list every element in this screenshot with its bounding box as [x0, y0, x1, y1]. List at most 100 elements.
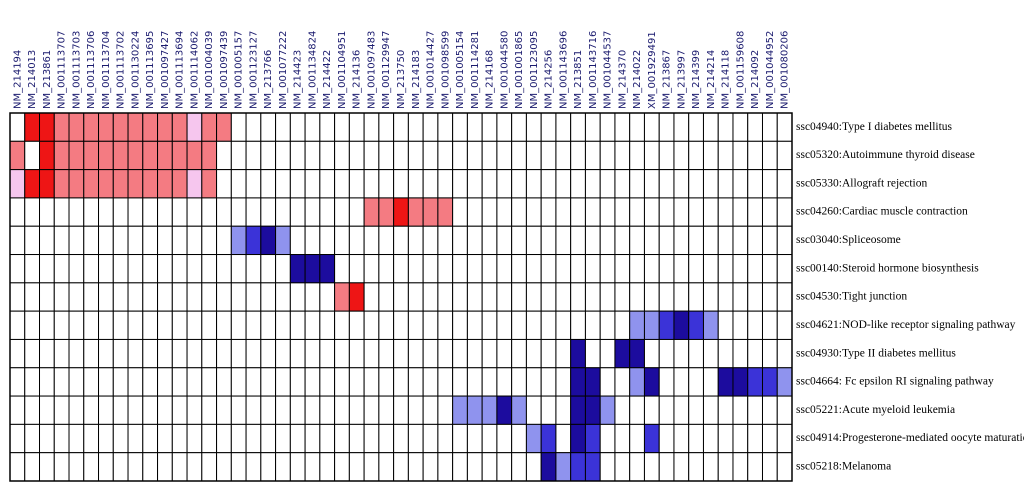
heatmap-cell [112, 338, 129, 369]
heatmap-cell [39, 225, 55, 256]
heatmap-cell [304, 140, 321, 171]
column-label: NM_001134824 [307, 31, 318, 109]
heatmap-cell [540, 452, 557, 482]
heatmap-cell [98, 367, 114, 397]
heatmap-cell [555, 395, 572, 425]
heatmap-cell [98, 338, 114, 369]
heatmap-cell [747, 112, 763, 142]
heatmap-cell [643, 197, 660, 227]
heatmap-cell [216, 282, 232, 312]
heatmap-cell [761, 338, 778, 369]
heatmap-cell [717, 169, 734, 199]
heatmap-cell [289, 282, 306, 312]
heatmap-cell [68, 310, 85, 340]
heatmap-cell [24, 197, 41, 227]
column-label: NM_214183 [411, 50, 422, 109]
heatmap-cell [112, 225, 129, 256]
heatmap-cell [422, 282, 439, 312]
heatmap-cell [437, 112, 454, 142]
heatmap-cell [525, 112, 542, 142]
heatmap-cell [201, 140, 218, 171]
heatmap-cell [230, 423, 247, 454]
heatmap-cell [171, 423, 188, 454]
heatmap-cell [378, 254, 395, 284]
heatmap-cell [525, 338, 542, 369]
heatmap-cell [629, 310, 645, 340]
heatmap-cell [83, 197, 100, 227]
heatmap-cell [614, 225, 631, 256]
heatmap-cell [599, 310, 616, 340]
column-label: NM_214423 [293, 50, 304, 109]
heatmap-cell [363, 367, 380, 397]
heatmap-cell [555, 140, 572, 171]
heatmap-cell [643, 225, 660, 256]
heatmap-cell [525, 140, 542, 171]
heatmap-cell [761, 112, 778, 142]
heatmap-cell [511, 254, 527, 284]
heatmap-cell [289, 140, 306, 171]
heatmap-cell [747, 310, 763, 340]
heatmap-cell [407, 197, 424, 227]
heatmap-cell [260, 452, 277, 482]
heatmap-cell [511, 310, 527, 340]
heatmap-cell [24, 367, 41, 397]
heatmap-cell [540, 169, 557, 199]
heatmap-cell [260, 310, 277, 340]
heatmap-cell [776, 112, 793, 142]
heatmap-cell [127, 112, 144, 142]
column-label: NM_001005157 [234, 31, 245, 109]
heatmap-cell [216, 310, 232, 340]
heatmap-cell [304, 197, 321, 227]
heatmap-cell [348, 452, 365, 482]
column-label: NM_214013 [27, 50, 38, 109]
heatmap-cell [673, 367, 690, 397]
heatmap-cell [555, 282, 572, 312]
heatmap-cell [599, 338, 616, 369]
heatmap-cell [481, 423, 498, 454]
heatmap-cell [112, 367, 129, 397]
heatmap-cell [555, 112, 572, 142]
heatmap-cell [275, 310, 291, 340]
heatmap-cell [570, 423, 586, 454]
heatmap-cell [275, 197, 291, 227]
heatmap-cell [98, 254, 114, 284]
heatmap-cell [289, 452, 306, 482]
heatmap-cell [658, 395, 675, 425]
heatmap-cell [702, 423, 719, 454]
heatmap-cell [157, 395, 173, 425]
heatmap-cell [496, 169, 513, 199]
heatmap-cell [584, 225, 601, 256]
heatmap-cell [629, 140, 645, 171]
heatmap-cell [702, 225, 719, 256]
heatmap-cell [112, 112, 129, 142]
heatmap-cell [717, 395, 734, 425]
heatmap-cell [304, 254, 321, 284]
heatmap-cell [363, 140, 380, 171]
heatmap-cell [525, 282, 542, 312]
heatmap-cell [186, 254, 203, 284]
heatmap-cell [437, 395, 454, 425]
heatmap-cell [643, 169, 660, 199]
heatmap-cell [289, 395, 306, 425]
heatmap-cell [260, 197, 277, 227]
heatmap-cell [466, 140, 483, 171]
heatmap-cell [540, 338, 557, 369]
heatmap-cell [407, 169, 424, 199]
heatmap-cell [511, 282, 527, 312]
heatmap-cell [511, 338, 527, 369]
heatmap-cell [584, 254, 601, 284]
heatmap-cell [363, 338, 380, 369]
heatmap-cell [98, 197, 114, 227]
column-label: NM_214370 [617, 50, 628, 109]
heatmap-cell [304, 395, 321, 425]
heatmap-cell [437, 452, 454, 482]
column-label: NM_001114062 [189, 31, 200, 109]
heatmap-cell [584, 367, 601, 397]
heatmap-cell [496, 112, 513, 142]
heatmap-cell [304, 225, 321, 256]
heatmap-cell [39, 169, 55, 199]
heatmap-cell [245, 169, 262, 199]
heatmap-cell [643, 254, 660, 284]
heatmap-cell [614, 197, 631, 227]
heatmap-cell [157, 310, 173, 340]
